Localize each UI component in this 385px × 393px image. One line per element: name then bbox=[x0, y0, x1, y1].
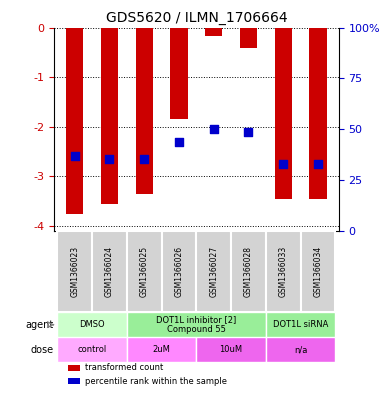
Text: GSM1366024: GSM1366024 bbox=[105, 246, 114, 297]
Text: percentile rank within the sample: percentile rank within the sample bbox=[85, 377, 227, 386]
FancyBboxPatch shape bbox=[162, 231, 196, 312]
Text: dose: dose bbox=[30, 345, 53, 354]
Text: GSM1366034: GSM1366034 bbox=[313, 246, 323, 297]
FancyBboxPatch shape bbox=[266, 231, 301, 312]
Text: 10uM: 10uM bbox=[219, 345, 243, 354]
Bar bbox=[136, 28, 153, 194]
Point bbox=[106, 156, 112, 162]
Text: control: control bbox=[77, 345, 107, 354]
FancyBboxPatch shape bbox=[92, 231, 127, 312]
FancyBboxPatch shape bbox=[127, 337, 196, 362]
FancyBboxPatch shape bbox=[57, 312, 127, 337]
Title: GDS5620 / ILMN_1706664: GDS5620 / ILMN_1706664 bbox=[105, 11, 287, 25]
Point bbox=[280, 161, 286, 167]
Text: GSM1366033: GSM1366033 bbox=[279, 246, 288, 297]
Bar bbox=[68, 365, 80, 371]
Text: transformed count: transformed count bbox=[85, 364, 164, 373]
Text: DOT1L siRNA: DOT1L siRNA bbox=[273, 320, 328, 329]
Bar bbox=[240, 28, 257, 48]
FancyBboxPatch shape bbox=[266, 312, 335, 337]
Text: 2uM: 2uM bbox=[153, 345, 171, 354]
Point bbox=[245, 129, 251, 135]
Point bbox=[211, 126, 217, 132]
FancyBboxPatch shape bbox=[266, 337, 335, 362]
Bar bbox=[170, 28, 187, 119]
Text: GSM1366023: GSM1366023 bbox=[70, 246, 79, 297]
Point bbox=[315, 161, 321, 167]
FancyBboxPatch shape bbox=[57, 337, 127, 362]
Bar bbox=[205, 28, 223, 37]
Bar bbox=[275, 28, 292, 198]
FancyBboxPatch shape bbox=[127, 312, 266, 337]
FancyBboxPatch shape bbox=[196, 231, 231, 312]
Text: GSM1366027: GSM1366027 bbox=[209, 246, 218, 297]
Bar bbox=[68, 378, 80, 384]
Point bbox=[72, 153, 78, 160]
FancyBboxPatch shape bbox=[127, 231, 162, 312]
FancyBboxPatch shape bbox=[57, 231, 92, 312]
Bar bbox=[309, 28, 326, 198]
Bar bbox=[66, 28, 84, 213]
Text: agent: agent bbox=[25, 320, 53, 330]
FancyBboxPatch shape bbox=[301, 231, 335, 312]
Point bbox=[141, 156, 147, 162]
Point bbox=[176, 138, 182, 145]
Text: DMSO: DMSO bbox=[79, 320, 105, 329]
Bar bbox=[101, 28, 118, 204]
Text: GSM1366026: GSM1366026 bbox=[174, 246, 184, 297]
Text: DOT1L inhibitor [2]
Compound 55: DOT1L inhibitor [2] Compound 55 bbox=[156, 315, 236, 334]
FancyBboxPatch shape bbox=[196, 337, 266, 362]
Text: GSM1366028: GSM1366028 bbox=[244, 246, 253, 297]
Text: n/a: n/a bbox=[294, 345, 307, 354]
FancyBboxPatch shape bbox=[231, 231, 266, 312]
Text: GSM1366025: GSM1366025 bbox=[140, 246, 149, 297]
